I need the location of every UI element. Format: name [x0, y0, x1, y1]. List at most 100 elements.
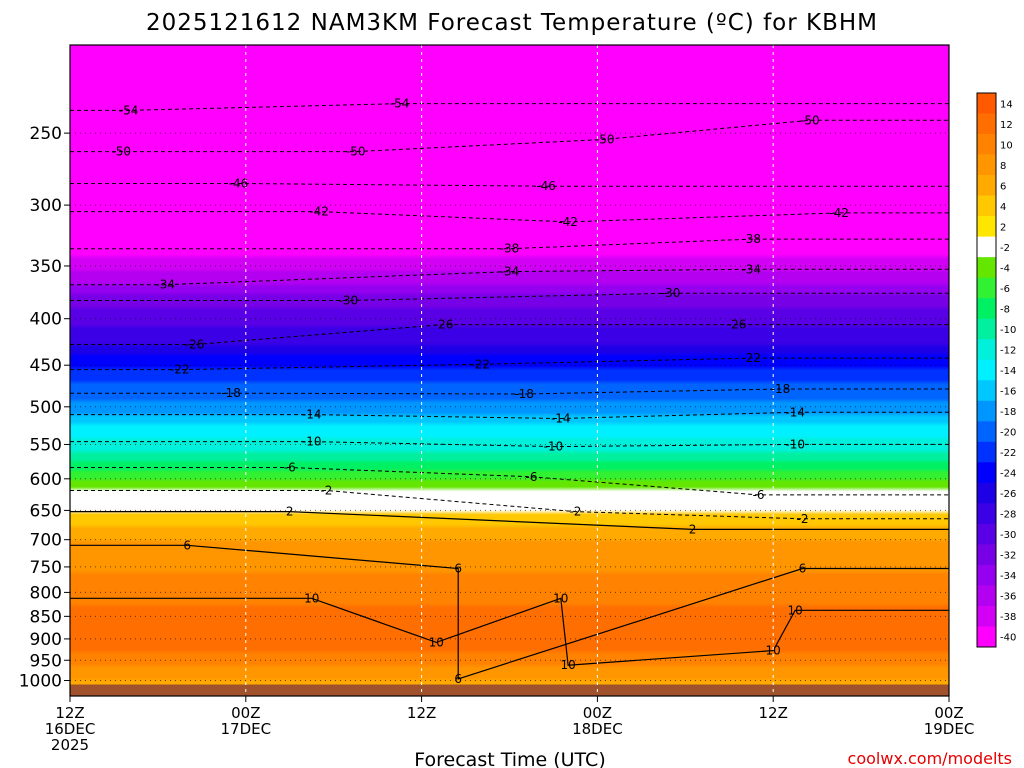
colorbar-label: -36 [1000, 592, 1016, 603]
contour-label: 10 [553, 591, 568, 605]
colorbar-swatch [977, 257, 996, 278]
x-tick-label: 19DEC [924, 720, 975, 738]
colorbar-swatch [977, 380, 996, 402]
colorbar-label: 14 [1000, 99, 1013, 110]
contour-label: -26 [434, 318, 454, 332]
isotherm-line [70, 238, 949, 250]
contour-labels: -54 -54 -50 -50 -50 -50 -46 -46 -42 -42 -42 -38 -38 -… [111, 97, 848, 686]
colorbar-label: -32 [1000, 551, 1016, 562]
colorbar: 14 12 10 8 6 4 2 -2 -4 -6 -8 -10 -12 -14 -16 -18 -20 -22 -… [976, 92, 1016, 648]
x-tick-label: 18DEC [572, 720, 623, 738]
contour-label: -22 [170, 363, 190, 377]
isotherm-line [70, 511, 949, 530]
isotherm-line [70, 211, 949, 223]
x-tick-label: 12Z [55, 704, 84, 722]
colorbar-swatch [977, 277, 996, 299]
y-tick-label: 850 [30, 607, 62, 627]
colorbar-label: -2 [1000, 243, 1010, 254]
colorbar-swatch [977, 339, 996, 361]
ground-layer [70, 684, 949, 696]
contour-label: -6 [525, 470, 537, 484]
contour-label: -14 [551, 411, 571, 425]
colorbar-label: 4 [1000, 202, 1006, 213]
colorbar-label: -8 [1000, 304, 1010, 315]
colorbar-label: 10 [1000, 140, 1013, 151]
contour-label: -38 [741, 232, 761, 246]
isotherm-line [70, 357, 949, 371]
colorbar-label: -24 [1000, 469, 1016, 480]
isotherm-line [70, 597, 949, 666]
y-tick-label: 800 [30, 583, 62, 603]
x-tick-label: 16DEC [45, 720, 96, 738]
colorbar-swatch [977, 113, 996, 135]
isotherm-lines [70, 103, 949, 680]
isotherm-line [70, 441, 949, 448]
y-tick-label: 300 [30, 196, 62, 216]
colorbar-swatch [977, 134, 996, 155]
colorbar-label: -16 [1000, 387, 1016, 398]
x-tick-label: 00Z [231, 704, 260, 722]
y-tick-label: 650 [30, 501, 62, 521]
y-tick-label: 950 [30, 651, 62, 671]
colorbar-swatch [977, 359, 996, 381]
isotherm-line [70, 119, 949, 153]
x-tick-label: 12Z [407, 704, 436, 722]
x-axis-label: Forecast Time (UTC) [414, 749, 605, 768]
colorbar-swatch [977, 605, 996, 627]
y-tick-label: 750 [30, 558, 62, 578]
y-axis-ticks: 250 300 350 400 450 500 550 600 650 700 750 800 850 9… [19, 124, 70, 692]
isotherm-line [70, 490, 949, 520]
colorbar-label: 2 [1000, 222, 1006, 233]
colorbar-swatch [977, 236, 996, 258]
colorbar-frame [976, 92, 997, 648]
y-tick-label: 900 [30, 630, 62, 650]
contour-label: -30 [339, 294, 359, 308]
contour-label: -10 [544, 440, 564, 454]
colorbar-label: -28 [1000, 510, 1016, 521]
colorbar-swatch [977, 93, 996, 114]
contour-label: -30 [661, 286, 681, 300]
colorbar-label: -10 [1000, 325, 1016, 336]
colorbar-swatch [977, 523, 996, 545]
isotherm-line [70, 467, 949, 496]
contour-label: -34 [155, 278, 175, 292]
colorbar-swatch [977, 626, 996, 648]
colorbar-swatch [977, 154, 996, 176]
ground-fill [70, 684, 949, 696]
colorbar-swatch [977, 216, 996, 237]
colorbar-label: -6 [1000, 284, 1010, 295]
x-tick-label: 00Z [583, 704, 612, 722]
colorbar-swatch [977, 544, 996, 566]
contour-label: -26 [185, 337, 205, 351]
contour-label: -46 [229, 176, 249, 190]
colorbar-swatch [977, 585, 996, 607]
y-tick-label: 600 [30, 470, 62, 490]
contour-label: 6 [183, 538, 191, 552]
contour-label: -46 [536, 179, 556, 193]
isotherm-line [70, 183, 949, 187]
x-tick-label: 17DEC [221, 720, 272, 738]
contour-label: -18 [514, 387, 534, 401]
contour-label: -2 [797, 512, 809, 526]
contour-label: -34 [500, 265, 520, 279]
isotherm-line [70, 544, 949, 680]
contour-label: 6 [454, 672, 462, 686]
colorbar-swatch [977, 462, 996, 484]
y-tick-label: 250 [30, 124, 62, 144]
contour-label: -42 [558, 215, 578, 229]
contour-label: -42 [309, 205, 329, 219]
contour-label: 10 [429, 635, 444, 649]
colorbar-swatch [977, 400, 996, 422]
contour-label: 10 [766, 644, 781, 658]
isotherm-line [70, 324, 949, 345]
colorbar-swatch [977, 318, 996, 340]
x-tick-label: 00Z [934, 704, 963, 722]
contour-label: -50 [800, 113, 820, 127]
contour-label: 2 [286, 505, 294, 519]
contour-label: -10 [785, 437, 805, 451]
y-tick-label: 450 [30, 356, 62, 376]
y-tick-label: 350 [30, 257, 62, 277]
x-tick-label: 2025 [51, 736, 89, 754]
colorbar-swatch [977, 441, 996, 463]
